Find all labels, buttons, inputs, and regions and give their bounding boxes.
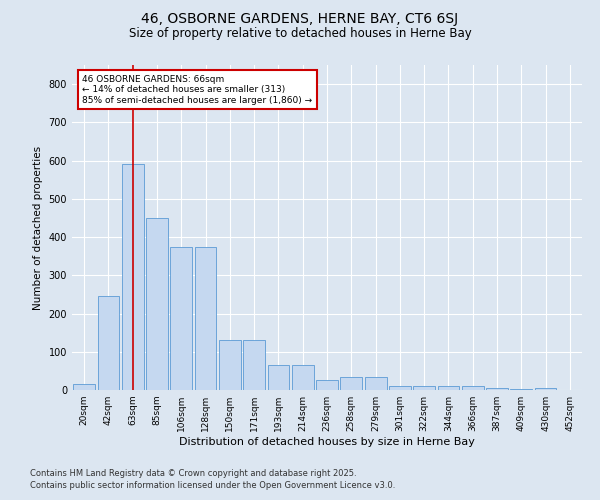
Bar <box>122 164 143 390</box>
Text: 46 OSBORNE GARDENS: 66sqm
← 14% of detached houses are smaller (313)
85% of semi: 46 OSBORNE GARDENS: 66sqm ← 14% of detac… <box>82 74 313 104</box>
Bar <box>97 296 119 390</box>
X-axis label: Distribution of detached houses by size in Herne Bay: Distribution of detached houses by size … <box>179 437 475 447</box>
Bar <box>413 386 435 390</box>
Bar <box>365 376 386 390</box>
Bar <box>170 246 192 390</box>
Bar <box>268 365 289 390</box>
Bar <box>219 340 241 390</box>
Bar <box>437 386 460 390</box>
Text: Contains public sector information licensed under the Open Government Licence v3: Contains public sector information licen… <box>30 481 395 490</box>
Bar <box>389 386 411 390</box>
Bar <box>511 389 532 390</box>
Bar <box>535 388 556 390</box>
Bar <box>194 246 217 390</box>
Y-axis label: Number of detached properties: Number of detached properties <box>33 146 43 310</box>
Bar <box>146 218 168 390</box>
Bar <box>243 340 265 390</box>
Bar <box>462 386 484 390</box>
Text: Size of property relative to detached houses in Herne Bay: Size of property relative to detached ho… <box>128 28 472 40</box>
Bar <box>316 380 338 390</box>
Text: Contains HM Land Registry data © Crown copyright and database right 2025.: Contains HM Land Registry data © Crown c… <box>30 468 356 477</box>
Bar <box>486 388 508 390</box>
Bar <box>292 365 314 390</box>
Bar <box>73 384 95 390</box>
Bar <box>340 376 362 390</box>
Text: 46, OSBORNE GARDENS, HERNE BAY, CT6 6SJ: 46, OSBORNE GARDENS, HERNE BAY, CT6 6SJ <box>142 12 458 26</box>
